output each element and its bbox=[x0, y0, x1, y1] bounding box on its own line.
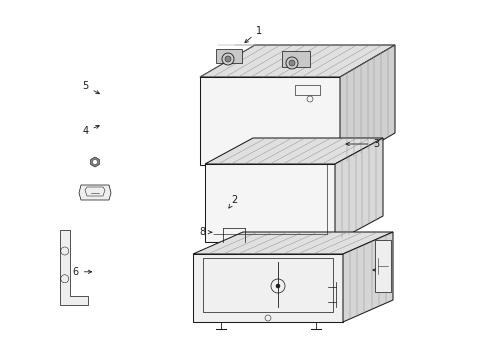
Polygon shape bbox=[282, 51, 309, 67]
Polygon shape bbox=[334, 138, 382, 242]
Text: 7: 7 bbox=[372, 265, 391, 275]
Circle shape bbox=[288, 60, 294, 66]
Polygon shape bbox=[374, 240, 390, 292]
Polygon shape bbox=[200, 77, 339, 165]
Text: 4: 4 bbox=[82, 125, 99, 136]
Polygon shape bbox=[90, 157, 99, 167]
Text: 3: 3 bbox=[346, 139, 379, 149]
Text: 5: 5 bbox=[82, 81, 99, 94]
Text: 1: 1 bbox=[244, 26, 262, 42]
Circle shape bbox=[92, 159, 97, 165]
Text: 2: 2 bbox=[228, 195, 237, 208]
Polygon shape bbox=[79, 185, 111, 200]
Circle shape bbox=[224, 56, 230, 62]
Text: 6: 6 bbox=[73, 267, 91, 277]
Polygon shape bbox=[339, 45, 394, 165]
Polygon shape bbox=[204, 164, 334, 242]
Polygon shape bbox=[193, 254, 342, 322]
Polygon shape bbox=[60, 230, 88, 305]
Circle shape bbox=[222, 53, 234, 65]
Circle shape bbox=[275, 284, 280, 288]
Polygon shape bbox=[216, 49, 242, 63]
Circle shape bbox=[285, 57, 297, 69]
Polygon shape bbox=[204, 138, 382, 164]
Polygon shape bbox=[342, 232, 392, 322]
Polygon shape bbox=[200, 45, 394, 77]
Polygon shape bbox=[193, 232, 392, 254]
Text: 8: 8 bbox=[200, 227, 211, 237]
